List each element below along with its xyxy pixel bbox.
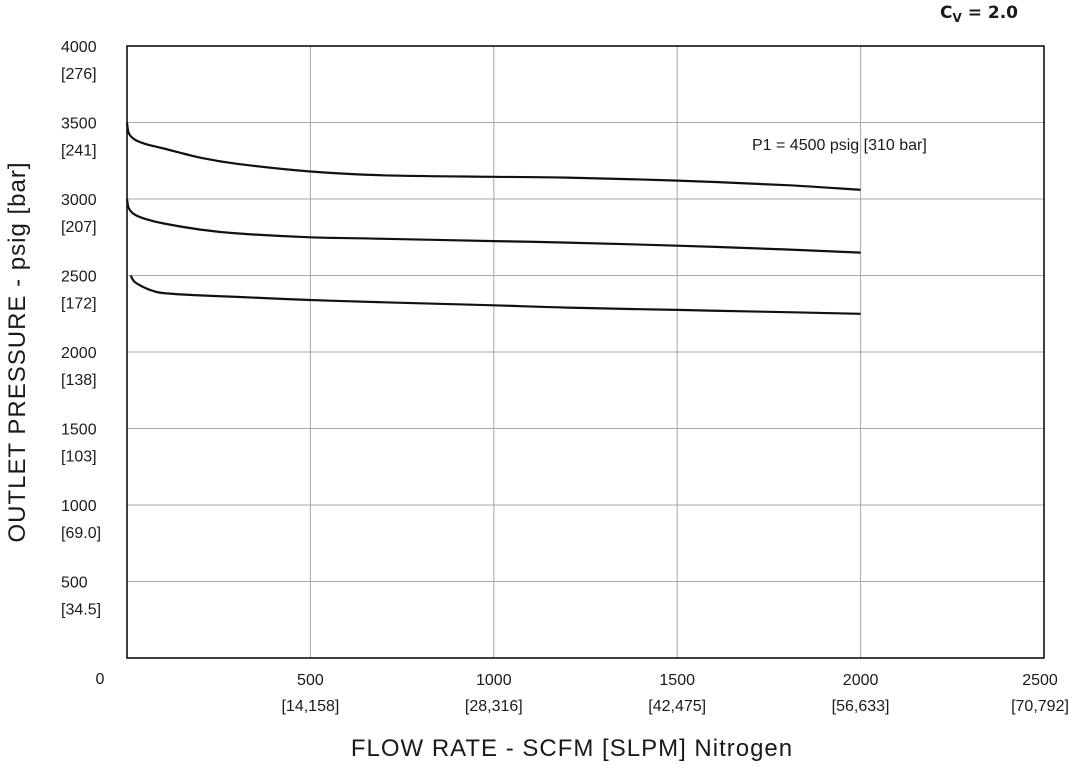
x-tick-label: 2000 [843, 672, 879, 689]
y-tick-label: 2000 [61, 345, 97, 362]
x-tick-sublabel: [70,792] [1011, 698, 1069, 715]
plot-frame [126, 45, 1045, 659]
x-tick-label: 1000 [476, 672, 512, 689]
y-tick-sublabel: [103] [61, 449, 97, 466]
pressure-curve-2 [125, 198, 861, 254]
pressure-curve-1 [125, 122, 861, 191]
y-tick-label: 4000 [61, 39, 97, 56]
y-tick-sublabel: [276] [61, 66, 97, 83]
pressure-curve-3 [129, 274, 861, 315]
y-tick-label: 1000 [61, 498, 97, 515]
x-tick-sublabel: [42,475] [648, 698, 706, 715]
x-tick-label: 500 [297, 672, 324, 689]
y-tick-sublabel: [172] [61, 296, 97, 313]
y-tick-sublabel: [241] [61, 143, 97, 160]
cv-main: C [940, 3, 953, 23]
y-tick-sublabel: [69.0] [61, 525, 101, 542]
y-tick-label: 1500 [61, 422, 97, 439]
cv-value: = 2.0 [961, 3, 1018, 23]
y-tick-label: 3000 [61, 192, 97, 209]
y-tick-sublabel: [207] [61, 219, 97, 236]
y-tick-sublabel: [138] [61, 372, 97, 389]
y-tick-label: 2500 [61, 269, 97, 286]
grid-lines [127, 46, 1044, 658]
x-tick-label: 2500 [1022, 672, 1058, 689]
y-tick-sublabel: [34.5] [61, 602, 101, 619]
x-axis-title: FLOW RATE - SCFM [SLPM] Nitrogen [351, 735, 793, 762]
curves [125, 122, 861, 315]
cv-rating-label: CV = 2.0 [940, 3, 1018, 25]
x-tick-sublabel: [28,316] [465, 698, 523, 715]
y-tick-label: 3500 [61, 116, 97, 133]
tick-labels: 0 500 [34.5] 1000 [69.0] 1500 [103] 2000 [138] 25… [61, 39, 1069, 715]
x-tick-label: 1500 [659, 672, 695, 689]
p1-annotation: P1 = 4500 psig [310 bar] [752, 137, 927, 154]
y-axis-title: OUTLET PRESSURE - psig [bar] [4, 162, 31, 543]
x-tick-sublabel: [14,158] [281, 698, 339, 715]
y-tick-label: 500 [61, 575, 88, 592]
x-tick-sublabel: [56,633] [832, 698, 890, 715]
y-tick-label: 0 [96, 671, 105, 688]
cv-subscript: V [952, 11, 962, 25]
